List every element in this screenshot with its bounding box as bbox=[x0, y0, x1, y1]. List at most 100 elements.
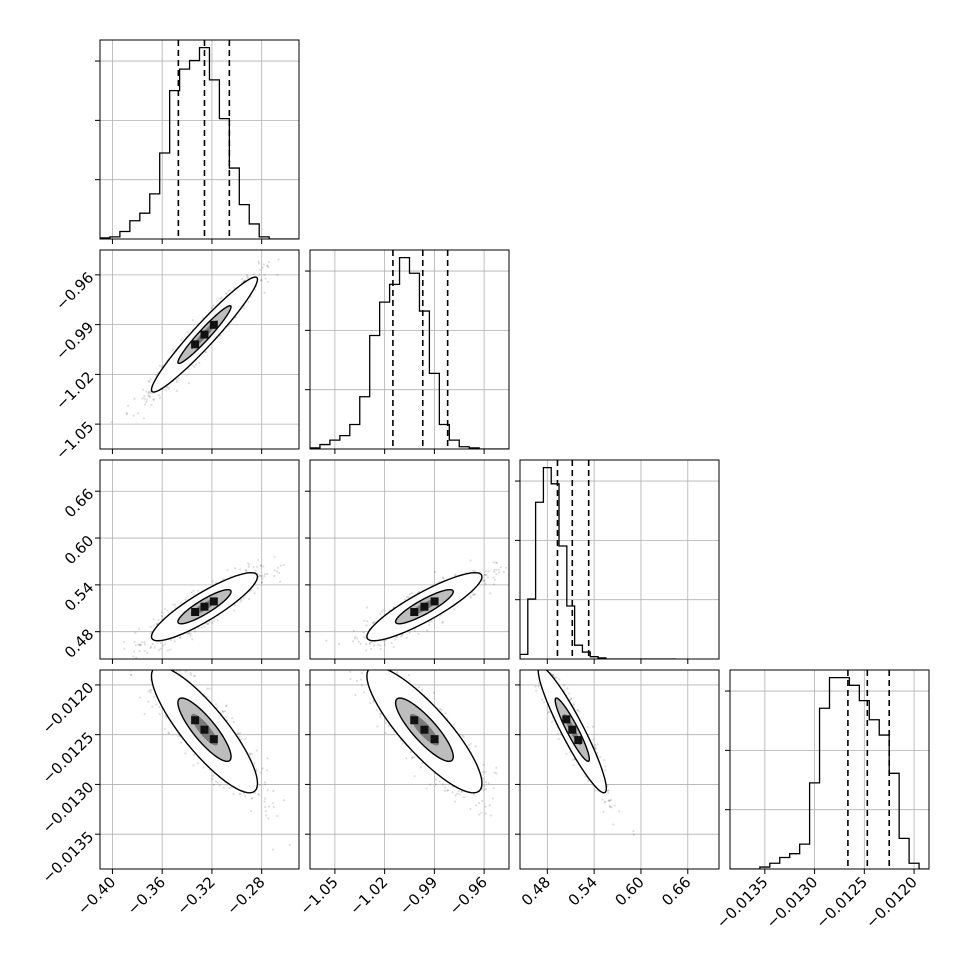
scatter-point bbox=[552, 673, 555, 676]
scatter-point bbox=[147, 690, 150, 693]
scatter-point bbox=[160, 615, 164, 618]
scatter-point bbox=[139, 644, 142, 647]
scatter-point bbox=[158, 396, 162, 399]
scatter-point bbox=[246, 274, 249, 277]
scatter-point bbox=[266, 757, 269, 760]
scatter-point bbox=[428, 623, 431, 626]
scatter-point bbox=[216, 619, 220, 622]
scatter-point bbox=[225, 705, 228, 708]
scatter-point bbox=[533, 656, 535, 658]
scatter-point bbox=[238, 735, 241, 739]
scatter-point bbox=[243, 737, 247, 740]
scatter-point bbox=[260, 278, 263, 282]
scatter-point bbox=[175, 664, 177, 666]
scatter-point bbox=[125, 412, 129, 415]
scatter-point bbox=[454, 794, 457, 797]
y-tick-label: −0.0120 bbox=[39, 679, 98, 738]
scatter-point bbox=[491, 797, 495, 800]
scatter-point bbox=[188, 382, 191, 385]
scatter-point bbox=[253, 791, 256, 795]
scatter-point bbox=[444, 712, 447, 715]
scatter-point bbox=[429, 783, 432, 786]
scatter-point bbox=[262, 263, 266, 266]
scatter-point bbox=[266, 572, 269, 576]
scatter-point bbox=[212, 774, 215, 777]
scatter-point bbox=[481, 799, 484, 802]
scatter-point bbox=[145, 398, 148, 401]
scatter-point bbox=[369, 701, 372, 705]
y-tick-label: −0.96 bbox=[52, 269, 97, 314]
scatter-point bbox=[362, 691, 366, 694]
scatter-point bbox=[377, 643, 380, 646]
scatter-point bbox=[157, 660, 159, 662]
histogram-step-line bbox=[100, 47, 299, 239]
scatter-point bbox=[225, 292, 229, 295]
scatter-point bbox=[244, 569, 247, 572]
scatter-point bbox=[273, 569, 276, 572]
scatter-point bbox=[192, 662, 194, 664]
scatter-point bbox=[405, 636, 408, 640]
scatter-point bbox=[136, 666, 138, 668]
scatter-point bbox=[366, 620, 369, 623]
scatter-point bbox=[149, 631, 152, 634]
scatter-point bbox=[142, 388, 145, 391]
scatter-point bbox=[242, 596, 245, 599]
scatter-point bbox=[493, 771, 496, 774]
scatter-point bbox=[148, 390, 151, 394]
scatter-point bbox=[479, 570, 482, 574]
scatter-point bbox=[250, 752, 253, 756]
scatter-point bbox=[469, 596, 473, 599]
scatter-point bbox=[602, 810, 605, 813]
scatter-point bbox=[593, 746, 597, 749]
scatter-point bbox=[152, 398, 155, 401]
scatter-point bbox=[159, 647, 162, 650]
scatter-point bbox=[368, 641, 371, 644]
scatter-point bbox=[152, 618, 155, 621]
scatter-point bbox=[593, 743, 597, 747]
scatter-point bbox=[179, 636, 182, 639]
scatter-point bbox=[233, 609, 236, 612]
scatter-point bbox=[460, 790, 463, 793]
scatter-point bbox=[169, 648, 172, 651]
scatter-point bbox=[480, 811, 483, 814]
x-tick-label: −0.99 bbox=[396, 873, 441, 918]
scatter-point bbox=[362, 636, 366, 639]
scatter-point bbox=[220, 296, 223, 299]
scatter-point bbox=[489, 814, 492, 817]
scatter-point bbox=[407, 596, 410, 599]
scatter-point bbox=[263, 572, 267, 576]
scatter-point bbox=[484, 770, 487, 773]
scatter-point bbox=[318, 860, 320, 862]
panel-r0-c0 bbox=[95, 39, 300, 244]
scatter-point bbox=[173, 640, 176, 643]
scatter-point bbox=[632, 830, 635, 833]
scatter-point bbox=[401, 742, 404, 745]
scatter-point bbox=[394, 638, 397, 641]
scatter-point bbox=[368, 642, 371, 646]
scatter-point bbox=[359, 642, 362, 645]
scatter-point bbox=[365, 649, 368, 652]
scatter-point bbox=[610, 806, 613, 809]
scatter-point bbox=[193, 630, 197, 633]
scatter-point bbox=[477, 813, 481, 816]
scatter-point bbox=[143, 641, 146, 644]
scatter-point bbox=[554, 676, 557, 679]
scatter-points bbox=[530, 656, 635, 836]
scatter-point bbox=[530, 656, 532, 658]
scatter-point bbox=[139, 643, 142, 646]
scatter-point bbox=[263, 805, 267, 809]
scatter-point bbox=[256, 565, 259, 569]
scatter-point bbox=[484, 812, 487, 815]
scatter-point bbox=[441, 620, 444, 623]
scatter-point bbox=[469, 595, 472, 598]
scatter-point bbox=[157, 618, 160, 621]
scatter-point bbox=[255, 749, 258, 752]
scatter-point bbox=[260, 279, 263, 282]
scatter-point bbox=[419, 766, 422, 769]
scatter-point bbox=[245, 569, 248, 572]
scatter-point bbox=[175, 379, 179, 382]
scatter-point bbox=[149, 392, 153, 395]
scatter-point bbox=[137, 643, 140, 646]
scatter-point bbox=[201, 316, 205, 319]
scatter-point bbox=[215, 703, 218, 706]
